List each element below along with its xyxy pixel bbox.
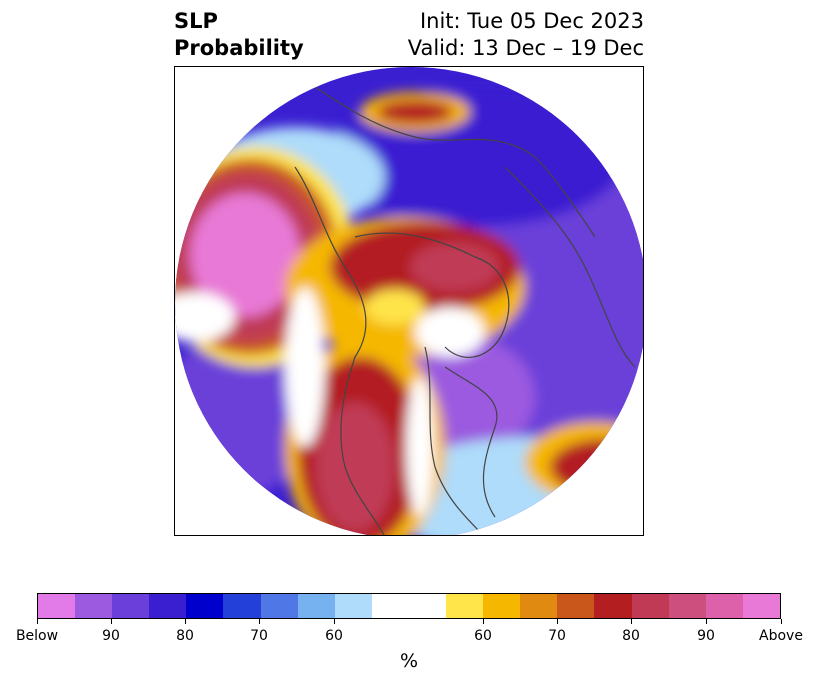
colorbar-segment [38,594,76,618]
init-date: Init: Tue 05 Dec 2023 [419,9,644,33]
colorbar-tick-label: 60 [325,628,343,644]
colorbar-segment [260,594,298,618]
colorbar-segment [668,594,706,618]
field-neutral-channel-s [406,377,434,517]
colorbar-tick-label: 70 [250,628,268,644]
field-neutral-channel-far-w [175,292,235,342]
colorbar-tick-label: 80 [176,628,194,644]
field-neutral-channel-c [415,307,485,357]
colorbar-segment [520,594,558,618]
coastline-polar [354,232,510,358]
probability-map [174,66,644,536]
field-neutral-channel-w [285,287,325,447]
colorbar-segment [705,594,743,618]
colorbar-segment [334,594,372,618]
colorbar-tick-mark [706,619,707,624]
colorbar-segment [557,594,595,618]
colorbar-segment [446,594,484,618]
coastline-north-america-east [444,366,498,518]
colorbar-tick-mark [781,619,782,624]
colorbar-tick-label: Above [759,628,803,644]
colorbar-tick-label: 70 [548,628,566,644]
colorbar-tick-label: Below [15,628,59,644]
colorbar-tick-mark [37,619,38,624]
map-canvas [175,67,643,535]
coastlines [294,86,636,535]
colorbar-segment [223,594,261,618]
colorbar-tick-label: 90 [102,628,120,644]
colorbar-tick-mark [259,619,260,624]
field-asia-high-max [315,402,395,532]
colorbar-tick-label: 80 [622,628,640,644]
colorbar-segment [371,594,409,618]
colorbar-tick-mark [631,619,632,624]
map-title: SLP Probability [174,8,304,62]
colorbar-tick-mark [334,619,335,624]
colorbar-tick-mark [557,619,558,624]
colorbar-segment [149,594,187,618]
colorbar-tick-mark [483,619,484,624]
colorbar-segment [297,594,335,618]
field-pacific-high-max [190,193,300,317]
colorbar-segment [631,594,669,618]
colorbar-tick-label: 90 [697,628,715,644]
field-arctic-high-core [377,100,453,124]
coastline-arctic [314,86,596,238]
map-subtitle: Init: Tue 05 Dec 2023 Valid: 13 Dec – 19… [408,8,644,62]
colorbar-segment [112,594,150,618]
field-polar-high-max [410,242,500,292]
colorbar-segment [483,594,521,618]
title-line-2: Probability [174,36,304,60]
title-line-1: SLP [174,9,218,33]
colorbar-segment [186,594,224,618]
colorbar-tick-mark [111,619,112,624]
colorbar-segment [742,594,780,618]
colorbar-segment [594,594,632,618]
coastline-asia [294,166,386,535]
coastline-north-america-west [424,346,486,535]
coastline-europe [504,166,636,368]
colorbar-segment [408,594,447,618]
valid-range: Valid: 13 Dec – 19 Dec [407,36,644,60]
colorbar [37,593,781,619]
field-polar-high-spot [365,289,425,325]
colorbar-tick-label: 60 [474,628,492,644]
colorbar-unit-label: % [399,650,419,672]
colorbar-segment [75,594,113,618]
colorbar-tick-mark [185,619,186,624]
